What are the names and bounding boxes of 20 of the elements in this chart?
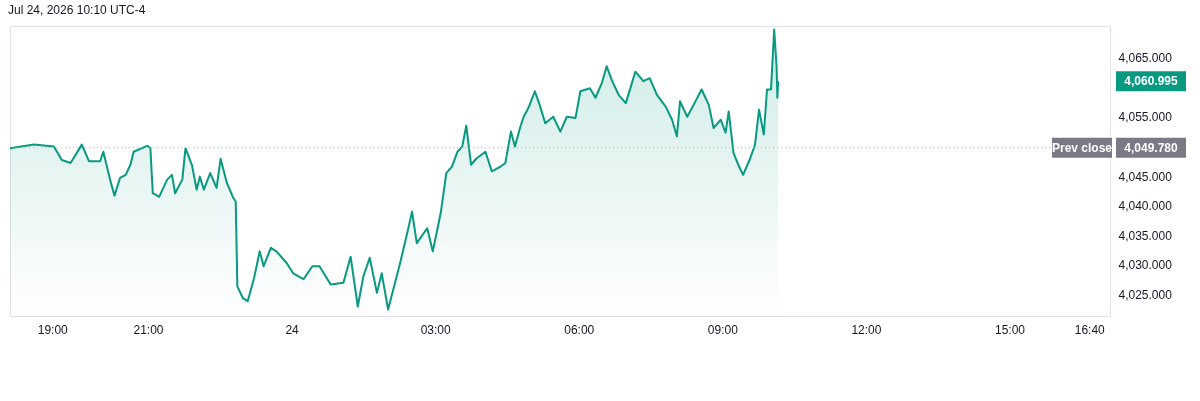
x-tick-label: 12:00 (851, 322, 882, 337)
x-tick-label: 15:00 (994, 322, 1026, 337)
y-tick-label: 4,035.000 (1118, 228, 1173, 243)
y-tick-label: 4,055.000 (1118, 110, 1173, 125)
text: Jul 24, 2026 10:10 UTC-4 (8, 3, 146, 17)
x-tick-label: 24 (285, 322, 300, 337)
y-tick-label: 4,040.000 (1118, 199, 1173, 214)
x-tick-label: 06:00 (564, 322, 595, 337)
ref-line-label: Prev close (1051, 140, 1113, 155)
y-tick-label: 4,030.000 (1118, 258, 1173, 273)
y-tick-label: 4,025.000 (1118, 288, 1173, 303)
x-tick-label: 03:00 (420, 322, 451, 337)
text: 4,049.780 (1124, 140, 1179, 155)
x-tick-label: 16:40 (1074, 322, 1106, 337)
x-tick-label: 09:00 (707, 322, 739, 337)
x-tick-label: 21:00 (133, 322, 164, 337)
x-tick-label: 19:00 (37, 322, 69, 337)
y-tick-label: 4,065.000 (1118, 50, 1173, 65)
text: 4,060.995 (1124, 74, 1179, 89)
y-tick-label: 4,045.000 (1118, 169, 1173, 184)
